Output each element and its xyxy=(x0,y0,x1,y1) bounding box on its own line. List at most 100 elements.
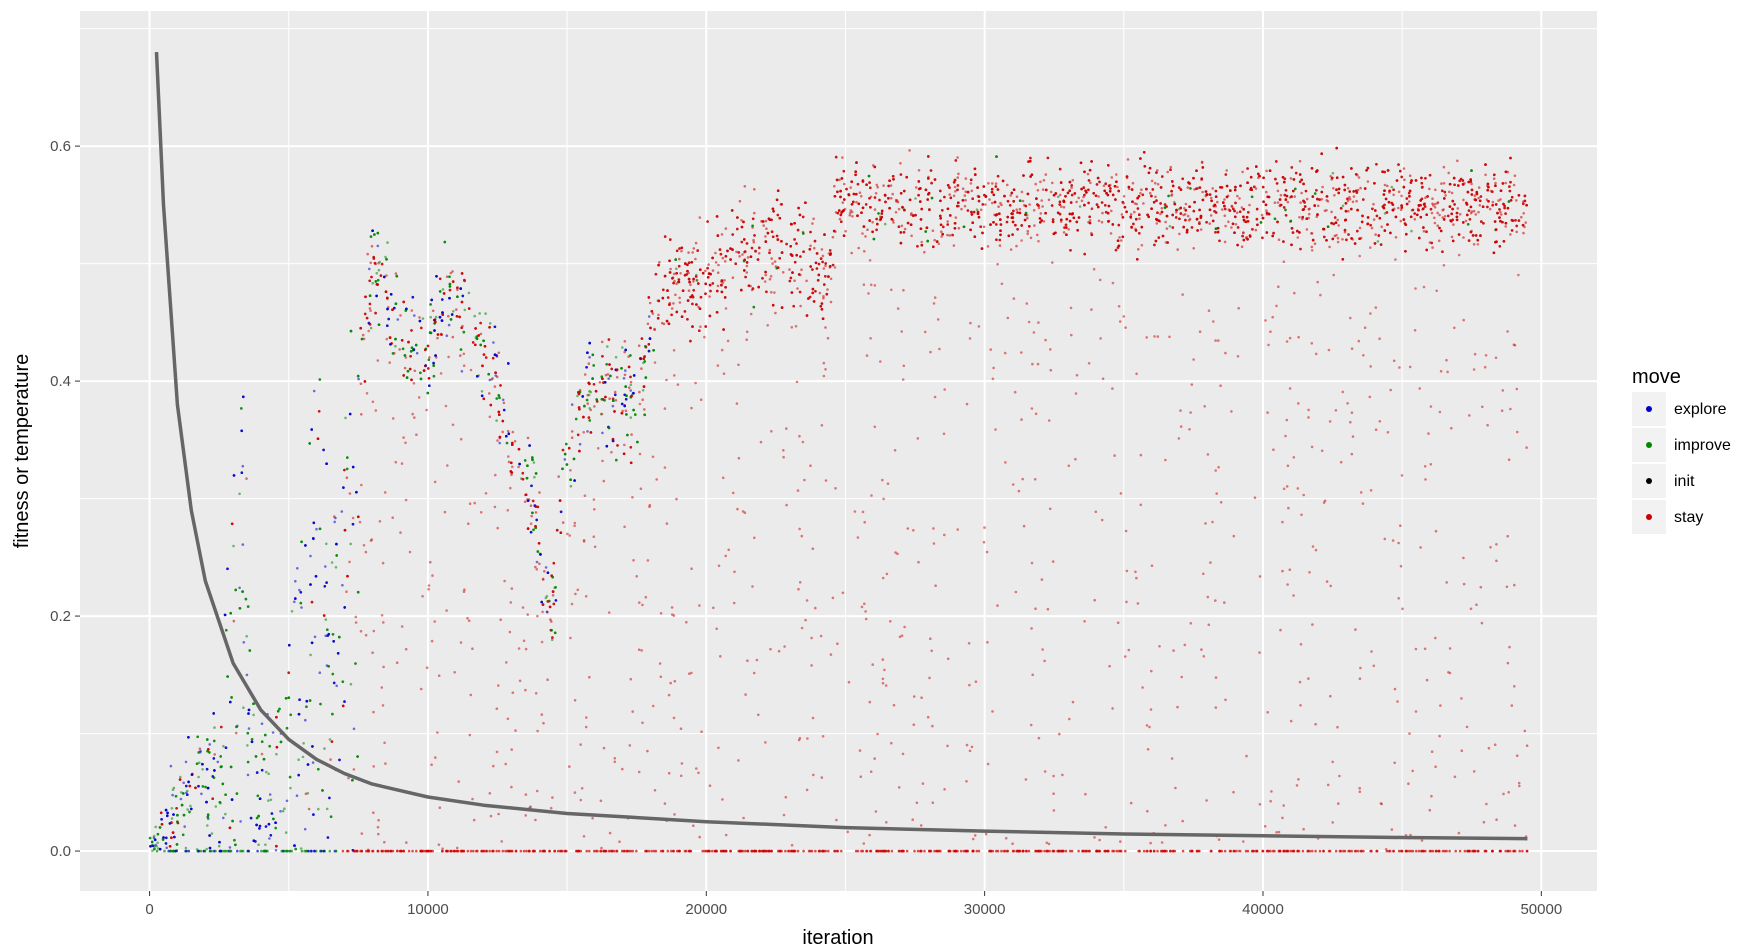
scatter-point xyxy=(1337,224,1340,227)
scatter-point xyxy=(844,229,847,233)
scatter-point xyxy=(1118,236,1121,239)
scatter-point xyxy=(304,718,307,722)
scatter-point xyxy=(494,374,498,377)
scatter-point xyxy=(349,542,353,546)
scatter-point xyxy=(829,277,833,281)
scatter-point xyxy=(1040,199,1043,202)
scatter-point xyxy=(260,722,264,725)
scatter-point xyxy=(1139,192,1142,195)
scatter-point xyxy=(678,301,682,304)
scatter-point xyxy=(858,191,862,194)
scatter-point xyxy=(629,416,633,419)
scatter-point xyxy=(456,288,459,292)
scatter-point xyxy=(343,468,346,472)
scatter-point xyxy=(1156,182,1160,186)
scatter-point xyxy=(431,309,435,313)
scatter-point xyxy=(669,267,672,271)
scatter-point xyxy=(434,315,438,319)
scatter-point xyxy=(1036,233,1039,237)
scatter-point xyxy=(1034,182,1037,186)
scatter-point xyxy=(1077,196,1080,200)
scatter-point xyxy=(640,367,643,370)
scatter-point xyxy=(1346,199,1350,203)
scatter-point xyxy=(524,493,528,497)
scatter-point xyxy=(1298,159,1302,163)
scatter-point xyxy=(891,192,894,196)
scatter-point xyxy=(623,350,626,354)
scatter-point xyxy=(1029,236,1033,240)
scatter-point xyxy=(283,807,286,810)
scatter-point xyxy=(1056,195,1060,199)
scatter-point xyxy=(1372,218,1376,221)
scatter-point xyxy=(180,791,183,794)
scatter-point xyxy=(1472,209,1476,213)
scatter-point xyxy=(1352,195,1356,198)
scatter-point xyxy=(1433,202,1437,206)
scatter-point xyxy=(764,235,767,238)
scatter-point xyxy=(331,633,335,636)
scatter-point xyxy=(897,207,901,211)
scatter-point xyxy=(1000,203,1003,207)
scatter-point xyxy=(1186,186,1190,189)
scatter-point xyxy=(695,278,699,282)
scatter-point xyxy=(738,254,741,258)
scatter-point xyxy=(1477,210,1480,214)
scatter-point xyxy=(268,793,272,796)
scatter-point xyxy=(241,543,245,546)
scatter-point xyxy=(294,579,297,583)
scatter-point xyxy=(1089,181,1092,185)
scatter-point xyxy=(1325,209,1328,212)
scatter-point xyxy=(186,808,189,811)
scatter-point xyxy=(534,511,538,514)
scatter-point xyxy=(557,475,560,478)
scatter-point xyxy=(378,260,382,264)
scatter-point xyxy=(1497,199,1500,202)
scatter-point xyxy=(716,271,720,275)
scatter-point xyxy=(1331,171,1335,175)
scatter-point xyxy=(961,187,965,190)
scatter-point xyxy=(1347,209,1350,213)
scatter-point xyxy=(1277,238,1281,241)
scatter-point xyxy=(213,753,216,756)
scatter-point xyxy=(963,204,967,208)
scatter-point xyxy=(1021,199,1025,203)
scatter-point xyxy=(843,182,846,186)
scatter-point xyxy=(1150,179,1154,183)
scatter-point xyxy=(179,775,182,779)
scatter-point xyxy=(369,261,373,265)
scatter-point xyxy=(629,380,633,384)
scatter-point xyxy=(385,274,388,277)
scatter-point xyxy=(630,433,633,436)
scatter-point xyxy=(421,317,425,320)
scatter-point xyxy=(1289,177,1293,180)
scatter-point xyxy=(497,351,501,355)
scatter-point xyxy=(1223,240,1227,244)
scatter-point xyxy=(1156,169,1159,172)
scatter-point xyxy=(1341,238,1344,241)
scatter-point xyxy=(578,442,582,446)
scatter-point xyxy=(1433,206,1437,209)
scatter-point xyxy=(587,393,591,397)
scatter-point xyxy=(890,197,893,200)
scatter-point xyxy=(245,477,248,480)
scatter-point xyxy=(952,194,956,198)
scatter-point xyxy=(170,807,174,810)
scatter-point xyxy=(484,312,487,315)
scatter-point xyxy=(613,390,617,394)
scatter-point xyxy=(1450,191,1454,195)
scatter-point xyxy=(753,211,756,215)
scatter-point xyxy=(234,731,238,735)
scatter-point xyxy=(800,268,803,272)
scatter-point xyxy=(413,369,417,373)
scatter-point xyxy=(647,315,651,318)
scatter-point xyxy=(991,201,994,205)
scatter-point xyxy=(1265,169,1268,173)
scatter-point xyxy=(352,727,356,731)
scatter-point xyxy=(674,293,677,297)
scatter-point xyxy=(850,210,854,214)
scatter-point xyxy=(598,381,602,384)
scatter-point xyxy=(242,706,245,709)
scatter-point xyxy=(267,772,271,776)
scatter-point xyxy=(1326,200,1330,203)
scatter-point xyxy=(357,377,360,381)
